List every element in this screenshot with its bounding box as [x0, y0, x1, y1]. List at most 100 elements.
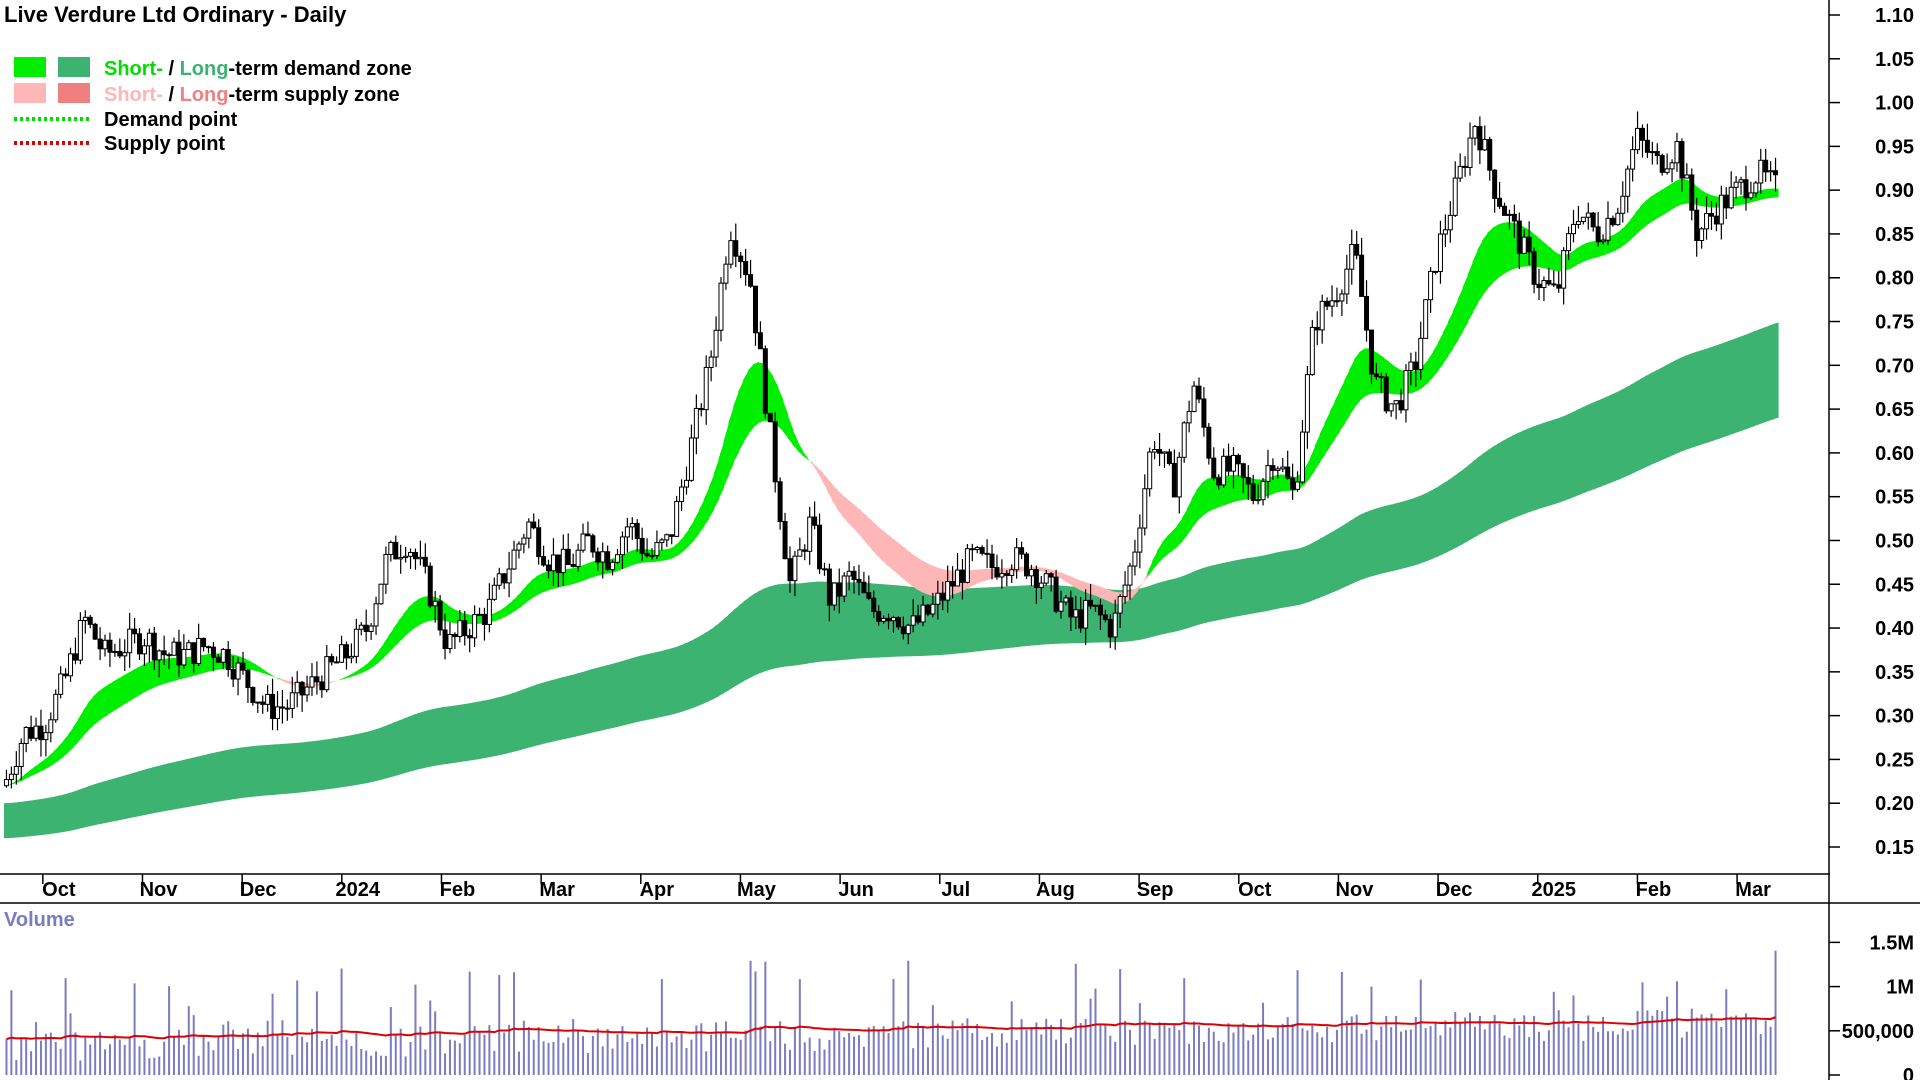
candle-body — [289, 692, 295, 709]
short-term-zone-segment — [1393, 365, 1400, 395]
long-term-zone-segment — [1314, 538, 1321, 600]
long-term-zone-segment — [974, 587, 981, 652]
price-tick-label: 1.10 — [1875, 5, 1914, 27]
long-term-zone-segment — [1024, 585, 1030, 647]
long-term-zone-segment — [1447, 476, 1454, 552]
candle-body — [334, 661, 340, 664]
short-term-zone-segment — [353, 669, 360, 676]
long-term-zone-segment — [334, 737, 340, 789]
long-term-zone-segment — [693, 636, 700, 708]
long-term-zone-segment — [87, 784, 94, 827]
short-term-zone-segment — [753, 362, 759, 428]
date-tick-label: Oct — [1238, 879, 1272, 901]
candle-body — [1206, 426, 1212, 459]
long-term-zone-segment — [629, 657, 636, 724]
candle-body — [610, 561, 616, 571]
date-tick-label: Nov — [1336, 879, 1375, 901]
long-term-zone-segment — [866, 582, 872, 659]
long-term-zone-segment — [1526, 427, 1533, 514]
long-term-zone-segment — [82, 786, 89, 828]
candle-body — [1329, 300, 1335, 307]
long-term-zone-segment — [427, 708, 434, 768]
candle-body — [28, 726, 34, 739]
long-term-zone-segment — [235, 747, 242, 799]
short-term-zone-segment — [1462, 274, 1469, 332]
long-term-zone-segment — [1280, 550, 1286, 609]
candle-body — [1639, 127, 1645, 141]
long-term-zone-segment — [23, 800, 30, 837]
short-term-zone-segment — [1674, 179, 1681, 208]
candle-body — [866, 592, 872, 599]
short-term-zone-segment — [72, 719, 79, 748]
candle-body — [1630, 149, 1636, 170]
long-term-zone-segment — [344, 735, 350, 787]
short-term-zone-segment — [1487, 228, 1493, 289]
zones-layer — [4, 179, 1779, 839]
short-term-zone-segment — [886, 533, 892, 569]
long-term-zone-segment — [186, 758, 192, 808]
volume-average-line — [6, 1016, 1776, 1041]
candle-body — [1625, 168, 1631, 197]
candle-body — [895, 617, 901, 628]
long-term-zone-segment — [1625, 384, 1631, 477]
candle-body — [782, 520, 788, 560]
candle-body — [33, 725, 39, 739]
short-term-zone-segment — [1492, 224, 1498, 284]
candle-body — [260, 701, 266, 705]
long-term-zone-segment — [802, 582, 808, 665]
long-term-zone-segment — [846, 582, 853, 660]
short-term-zone-segment — [1324, 411, 1331, 455]
candle-body — [422, 556, 428, 567]
short-term-zone-segment — [1620, 225, 1626, 248]
short-term-zone-segment — [1635, 206, 1641, 236]
date-tick-label: Feb — [1636, 879, 1672, 901]
legend-demand-sep: / — [163, 58, 180, 80]
long-term-zone-segment — [1462, 465, 1469, 545]
candle-body — [383, 553, 389, 585]
long-term-zone-segment — [442, 706, 449, 765]
candle-body — [1605, 217, 1611, 241]
long-term-zone-segment — [299, 742, 306, 793]
long-term-zone-segment — [472, 701, 478, 761]
long-term-zone-segment — [989, 587, 996, 651]
short-term-zone-segment — [1580, 243, 1587, 263]
candle-body — [412, 552, 418, 560]
short-term-zone-segment — [452, 608, 458, 624]
long-term-zone-segment — [1585, 403, 1592, 493]
short-term-zone-segment — [398, 614, 404, 643]
short-term-zone-segment — [802, 450, 808, 460]
short-term-zone-segment — [1566, 252, 1572, 271]
long-term-zone-segment — [58, 794, 64, 833]
long-term-zone-segment — [467, 702, 473, 761]
candle-body — [1166, 451, 1172, 464]
price-tick-label: 0.75 — [1875, 312, 1914, 334]
long-term-zone-segment — [1043, 585, 1050, 645]
candle-body — [1240, 463, 1246, 479]
candle-body — [703, 366, 709, 411]
short-term-zone-segment — [969, 569, 976, 588]
long-term-zone-segment — [1324, 533, 1331, 596]
long-term-zone-segment — [605, 664, 611, 730]
long-term-zone-segment — [669, 647, 675, 716]
long-term-zone-segment — [329, 738, 335, 789]
candle-body — [1566, 233, 1572, 252]
long-term-zone-segment — [1359, 512, 1365, 581]
candle-body — [1368, 329, 1374, 375]
volume-title: Volume — [4, 909, 75, 931]
candle-body — [398, 557, 404, 560]
long-term-zone-segment — [1364, 510, 1370, 579]
candle-body — [122, 652, 128, 657]
candle-body — [831, 582, 837, 606]
long-term-zone-segment — [4, 803, 10, 839]
candle-body — [156, 650, 162, 661]
long-term-zone-segment — [1048, 585, 1055, 645]
candle-body — [477, 613, 483, 616]
candle-body — [1403, 370, 1409, 411]
long-term-zone-segment — [432, 707, 439, 767]
long-term-zone-segment — [1546, 420, 1552, 507]
candle-body — [442, 629, 448, 650]
candle-body — [1068, 597, 1074, 618]
long-term-zone-segment — [383, 724, 389, 780]
long-term-zone-segment — [550, 678, 557, 743]
candle-body — [757, 332, 763, 350]
